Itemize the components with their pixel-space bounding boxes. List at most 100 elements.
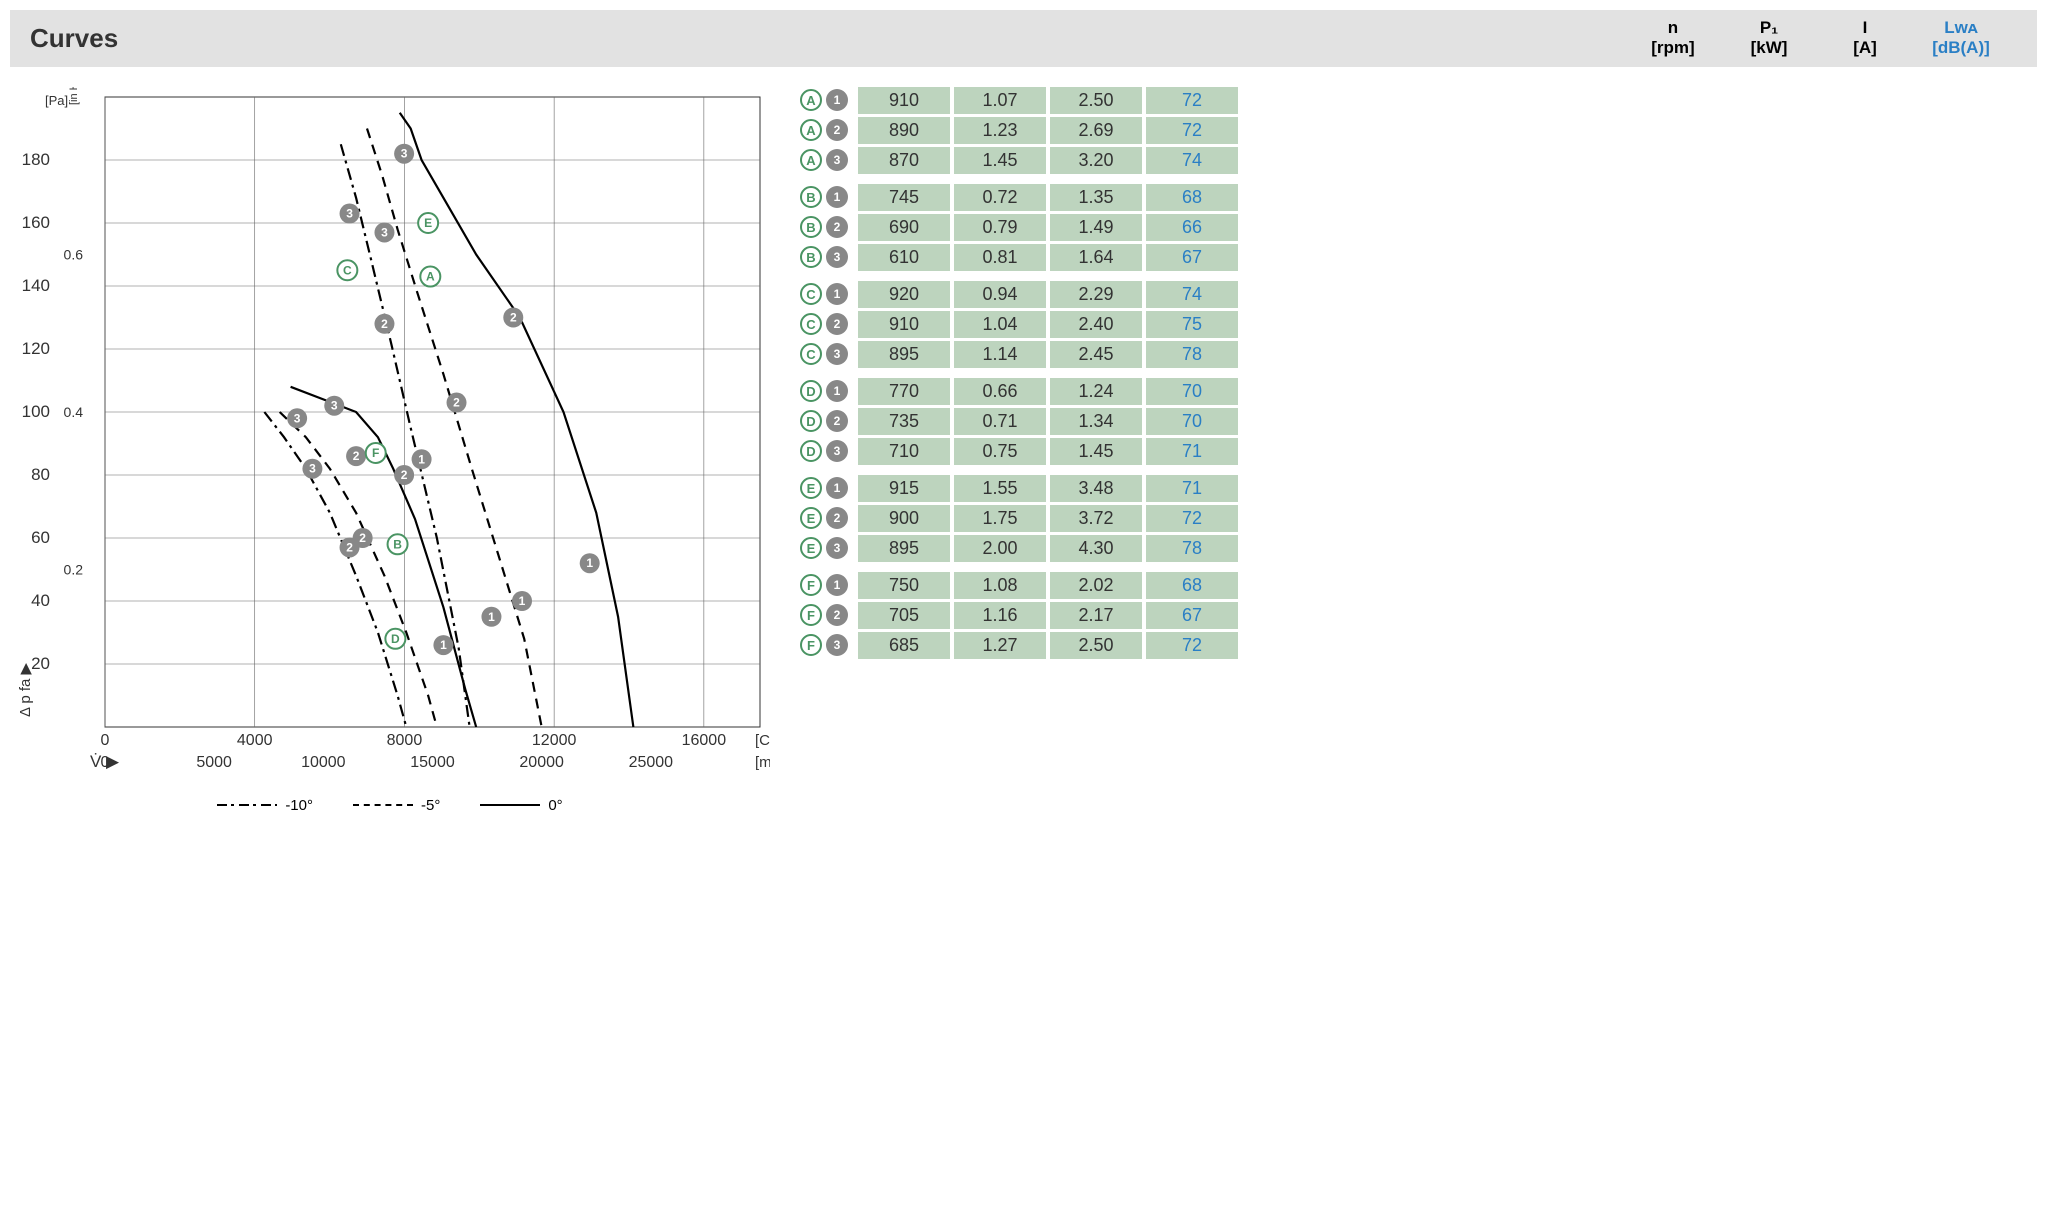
num-badge: 2 (826, 313, 848, 335)
table-row: C29101.042.4075 (800, 311, 1238, 338)
cell-rpm: 750 (858, 572, 950, 599)
svg-text:140: 140 (22, 276, 50, 295)
table-row: C38951.142.4578 (800, 341, 1238, 368)
svg-text:3: 3 (381, 225, 388, 239)
cell-rpm: 900 (858, 505, 950, 532)
table-row: A19101.072.5072 (800, 87, 1238, 114)
svg-text:3: 3 (346, 206, 353, 220)
table-group-C: C19200.942.2974C29101.042.4075C38951.142… (800, 281, 1238, 368)
letter-badge: C (800, 343, 822, 365)
svg-text:4000: 4000 (237, 732, 273, 749)
cell-db: 72 (1146, 632, 1238, 659)
svg-text:2: 2 (359, 531, 366, 545)
cell-rpm: 910 (858, 87, 950, 114)
table-row: D37100.751.4571 (800, 438, 1238, 465)
num-badge: 2 (826, 507, 848, 529)
cell-rpm: 910 (858, 311, 950, 338)
svg-text:E: E (424, 216, 432, 230)
num-badge: 2 (826, 119, 848, 141)
svg-text:0.6: 0.6 (64, 246, 84, 262)
svg-text:160: 160 (22, 213, 50, 232)
cell-a: 3.48 (1050, 475, 1142, 502)
cell-rpm: 915 (858, 475, 950, 502)
svg-text:0.4: 0.4 (64, 404, 84, 420)
letter-badge: B (800, 246, 822, 268)
table-row: A28901.232.6972 (800, 117, 1238, 144)
svg-text:20000: 20000 (519, 754, 564, 771)
cell-rpm: 705 (858, 602, 950, 629)
table-row: D17700.661.2470 (800, 378, 1238, 405)
cell-a: 1.34 (1050, 408, 1142, 435)
cell-kw: 0.75 (954, 438, 1046, 465)
cell-rpm: 610 (858, 244, 950, 271)
cell-rpm: 745 (858, 184, 950, 211)
letter-badge: D (800, 380, 822, 402)
num-badge: 3 (826, 343, 848, 365)
num-badge: 3 (826, 634, 848, 656)
cell-rpm: 685 (858, 632, 950, 659)
cell-a: 1.24 (1050, 378, 1142, 405)
header-columns: n[rpm]P₁[kW]I[A]Lwᴀ[dB(A)] (1627, 18, 2017, 59)
cell-rpm: 920 (858, 281, 950, 308)
svg-text:12000: 12000 (532, 732, 577, 749)
svg-text:[CFM]: [CFM] (755, 732, 770, 749)
cell-a: 2.40 (1050, 311, 1142, 338)
table-group-F: F17501.082.0268F27051.162.1767F36851.272… (800, 572, 1238, 659)
svg-text:[Pa]: [Pa] (45, 93, 68, 108)
letter-badge: F (800, 604, 822, 626)
cell-kw: 0.81 (954, 244, 1046, 271)
cell-a: 1.64 (1050, 244, 1142, 271)
svg-text:1: 1 (440, 638, 447, 652)
svg-text:2: 2 (346, 540, 353, 554)
header-title: Curves (30, 23, 910, 54)
cell-db: 71 (1146, 438, 1238, 465)
table-row: C19200.942.2974 (800, 281, 1238, 308)
cell-db: 78 (1146, 535, 1238, 562)
cell-a: 2.02 (1050, 572, 1142, 599)
cell-a: 1.45 (1050, 438, 1142, 465)
cell-rpm: 895 (858, 341, 950, 368)
header-col: P₁[kW] (1723, 18, 1815, 59)
svg-text:3: 3 (294, 411, 301, 425)
cell-kw: 0.71 (954, 408, 1046, 435)
svg-text:5000: 5000 (196, 754, 232, 771)
num-badge: 3 (826, 440, 848, 462)
header-col: n[rpm] (1627, 18, 1719, 59)
cell-db: 68 (1146, 184, 1238, 211)
cell-a: 4.30 (1050, 535, 1142, 562)
cell-a: 1.35 (1050, 184, 1142, 211)
letter-badge: D (800, 440, 822, 462)
curves-chart: 204060801001201401601800.20.40.604000800… (10, 87, 770, 787)
cell-rpm: 770 (858, 378, 950, 405)
header-col: I[A] (1819, 18, 1911, 59)
num-badge: 1 (826, 477, 848, 499)
svg-text:C: C (343, 263, 352, 277)
svg-text:3: 3 (309, 461, 316, 475)
letter-badge: C (800, 313, 822, 335)
cell-db: 75 (1146, 311, 1238, 338)
cell-db: 72 (1146, 117, 1238, 144)
letter-badge: E (800, 537, 822, 559)
cell-db: 72 (1146, 87, 1238, 114)
header-col: Lwᴀ[dB(A)] (1915, 18, 2007, 59)
letter-badge: C (800, 283, 822, 305)
chart-area: 204060801001201401601800.20.40.604000800… (10, 87, 770, 814)
num-badge: 3 (826, 246, 848, 268)
num-badge: 2 (826, 216, 848, 238)
svg-text:A: A (426, 269, 435, 283)
num-badge: 1 (826, 574, 848, 596)
cell-db: 72 (1146, 505, 1238, 532)
letter-badge: F (800, 634, 822, 656)
cell-kw: 1.23 (954, 117, 1046, 144)
cell-kw: 2.00 (954, 535, 1046, 562)
svg-text:D: D (391, 632, 400, 646)
letter-badge: D (800, 410, 822, 432)
svg-text:120: 120 (22, 339, 50, 358)
cell-kw: 0.79 (954, 214, 1046, 241)
svg-text:V̇ ▶: V̇ ▶ (90, 752, 120, 771)
cell-a: 2.50 (1050, 632, 1142, 659)
svg-text:40: 40 (31, 591, 50, 610)
legend-item: -10° (217, 797, 313, 814)
legend-label: 0° (548, 797, 562, 814)
svg-text:25000: 25000 (629, 754, 674, 771)
